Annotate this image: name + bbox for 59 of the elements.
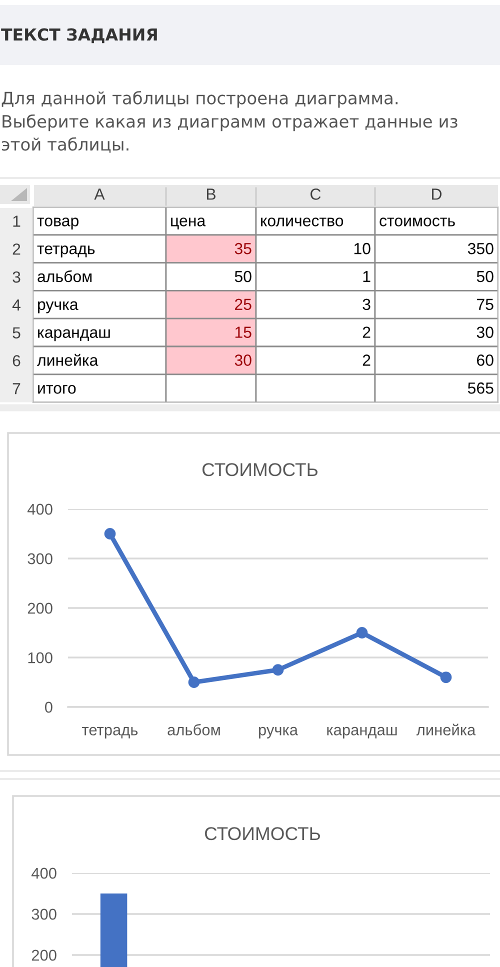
y-tick-label: 200 <box>32 950 56 961</box>
y-tick-label: 300 <box>32 908 56 920</box>
y-tick-label: 1 <box>13 216 20 227</box>
text: количество <box>261 218 344 226</box>
point <box>104 528 116 540</box>
data-label: 35 <box>234 242 252 254</box>
data-label: 30 <box>476 326 494 338</box>
text: альбом <box>38 270 92 282</box>
data-label: 1 <box>363 270 370 282</box>
y-tick-label: 300 <box>28 553 52 564</box>
text: цена <box>171 218 206 230</box>
data-label: 50 <box>234 270 252 282</box>
chart-title: СТОИМОСТЬ <box>205 827 320 840</box>
y-tick-label: 0 <box>44 702 52 713</box>
data-label: 15 <box>235 326 252 338</box>
x-tick-label: альбом <box>168 724 220 736</box>
data-label: 30 <box>234 354 252 366</box>
y-tick-label: 6 <box>12 355 20 366</box>
text: линейка <box>37 354 98 366</box>
x-tick-label: тетрадь <box>82 726 138 738</box>
x-tick-label: карандаш <box>327 726 397 738</box>
x-tick-label: B <box>206 188 216 200</box>
y-tick-label: 200 <box>28 602 52 614</box>
data-label: 60 <box>477 354 494 366</box>
text: стоимость <box>380 218 455 226</box>
y-tick-label: 2 <box>12 243 20 255</box>
data-label: 2 <box>362 354 370 366</box>
y-tick-label: 400 <box>32 868 56 879</box>
y-tick-label: 100 <box>28 652 52 664</box>
x-tick-label: A <box>94 188 105 200</box>
x-tick-label: линейка <box>416 724 476 736</box>
data-label: 350 <box>468 242 494 254</box>
point <box>440 672 452 683</box>
text: ручка <box>38 301 78 314</box>
x-tick-label: D <box>432 188 442 200</box>
text: товар <box>37 218 78 230</box>
text: ТЕКСТ ЗАДАНИЯ <box>1 28 157 44</box>
y-tick-label: 3 <box>12 271 20 283</box>
y-tick-label: 4 <box>12 299 20 310</box>
text: итого <box>38 384 76 394</box>
chart-title: СТОИМОСТЬ <box>202 463 318 476</box>
data-label: 2 <box>362 326 370 338</box>
data-label: 565 <box>468 382 494 394</box>
text: карандаш <box>38 329 110 342</box>
data-label: 50 <box>476 270 494 282</box>
data-label: 75 <box>477 298 494 310</box>
data-label: 25 <box>235 298 252 310</box>
data-label: 3 <box>362 298 370 310</box>
y-tick-label: 7 <box>12 383 20 394</box>
x-tick-label: ручка <box>258 726 298 738</box>
data-label: 10 <box>354 242 370 254</box>
text: Для данной таблицы построена диаграмма. Выберите какая из диаграмм отражает данные из этой таблицы. <box>2 91 458 153</box>
point <box>188 676 200 688</box>
x-tick-label: C <box>310 188 321 200</box>
y-tick-label: 400 <box>28 504 52 515</box>
text: тетрадь <box>37 245 95 258</box>
point <box>272 664 284 676</box>
point <box>356 627 368 638</box>
y-tick-label: 5 <box>12 327 20 339</box>
